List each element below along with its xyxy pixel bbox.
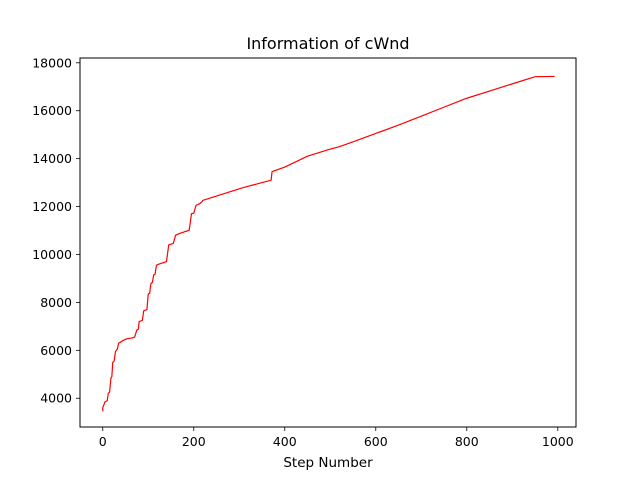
y-tick-label: 6000 [40, 343, 72, 358]
y-tick-label: 18000 [32, 55, 72, 70]
y-tick-label: 12000 [32, 199, 72, 214]
y-tick-label: 8000 [40, 295, 72, 310]
chart-title: Information of cWnd [246, 34, 409, 53]
plot-frame [79, 57, 577, 428]
y-tick-label: 4000 [40, 391, 72, 406]
x-tick-label: 1000 [542, 434, 574, 449]
y-tick-label: 14000 [32, 151, 72, 166]
x-tick-label: 800 [455, 434, 479, 449]
y-tick-label: 16000 [32, 103, 72, 118]
x-axis: 0 200 400 600 800 1000 [99, 427, 574, 449]
x-tick-label: 0 [99, 434, 107, 449]
x-axis-label: Step Number [283, 455, 373, 471]
y-tick-label: 10000 [32, 247, 72, 262]
x-tick-label: 400 [273, 434, 297, 449]
plot-area [79, 57, 577, 428]
y-axis: 4000 6000 8000 10000 12000 14000 16000 18000 [32, 55, 80, 406]
x-tick-label: 200 [182, 434, 206, 449]
x-tick-label: 600 [364, 434, 388, 449]
series-line-cwnd [102, 75, 555, 412]
